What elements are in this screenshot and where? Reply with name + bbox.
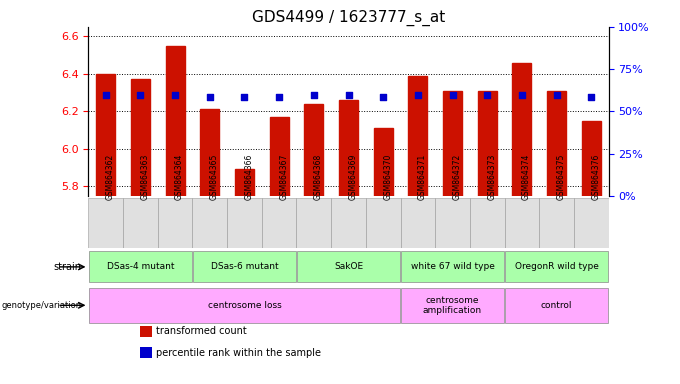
Bar bbox=[262, 198, 296, 248]
Bar bbox=[297, 252, 400, 283]
Bar bbox=[373, 128, 393, 196]
Bar bbox=[547, 91, 566, 196]
Bar bbox=[512, 63, 532, 196]
Text: percentile rank within the sample: percentile rank within the sample bbox=[156, 348, 321, 358]
Text: GSM864372: GSM864372 bbox=[453, 154, 462, 200]
Bar bbox=[401, 252, 504, 283]
Title: GDS4499 / 1623777_s_at: GDS4499 / 1623777_s_at bbox=[252, 9, 445, 25]
Point bbox=[585, 94, 597, 100]
Bar bbox=[477, 91, 497, 196]
Text: genotype/variation: genotype/variation bbox=[1, 301, 82, 310]
Point bbox=[481, 92, 492, 98]
Text: GSM864366: GSM864366 bbox=[245, 154, 254, 200]
Bar bbox=[158, 198, 192, 248]
Text: strain: strain bbox=[54, 262, 82, 272]
Point bbox=[135, 92, 146, 98]
Text: GSM864374: GSM864374 bbox=[522, 154, 531, 200]
Bar bbox=[235, 169, 254, 196]
Bar bbox=[339, 100, 358, 196]
Text: DSas-6 mutant: DSas-6 mutant bbox=[211, 262, 278, 271]
Bar bbox=[574, 198, 609, 248]
Text: OregonR wild type: OregonR wild type bbox=[515, 262, 598, 271]
Point bbox=[239, 94, 250, 100]
Bar bbox=[131, 79, 150, 196]
Point bbox=[343, 92, 354, 98]
Bar bbox=[401, 198, 435, 248]
Text: GSM864364: GSM864364 bbox=[175, 154, 184, 200]
Text: GSM864368: GSM864368 bbox=[313, 154, 323, 200]
Bar bbox=[88, 198, 123, 248]
Bar bbox=[505, 288, 608, 323]
Bar bbox=[89, 288, 400, 323]
Point bbox=[204, 94, 215, 100]
Bar bbox=[200, 109, 220, 196]
Bar bbox=[269, 117, 289, 196]
Text: GSM864363: GSM864363 bbox=[141, 154, 150, 200]
Text: control: control bbox=[541, 301, 573, 310]
Point bbox=[308, 92, 320, 98]
Bar bbox=[192, 198, 227, 248]
Text: GSM864376: GSM864376 bbox=[591, 154, 600, 200]
Point bbox=[101, 92, 112, 98]
Text: GSM864367: GSM864367 bbox=[279, 154, 288, 200]
Point bbox=[517, 92, 528, 98]
Point bbox=[170, 92, 181, 98]
Bar bbox=[443, 91, 462, 196]
Text: GSM864370: GSM864370 bbox=[384, 154, 392, 200]
Text: GSM864362: GSM864362 bbox=[106, 154, 115, 200]
Text: transformed count: transformed count bbox=[156, 326, 247, 336]
Bar bbox=[141, 347, 152, 358]
Text: centrosome loss: centrosome loss bbox=[207, 301, 282, 310]
Bar bbox=[227, 198, 262, 248]
Text: SakOE: SakOE bbox=[334, 262, 363, 271]
Bar bbox=[193, 252, 296, 283]
Point bbox=[447, 92, 458, 98]
Text: GSM864371: GSM864371 bbox=[418, 154, 427, 200]
Point bbox=[412, 92, 423, 98]
Point bbox=[378, 94, 389, 100]
Text: GSM864375: GSM864375 bbox=[556, 154, 566, 200]
Bar bbox=[296, 198, 331, 248]
Text: white 67 wild type: white 67 wild type bbox=[411, 262, 494, 271]
Bar bbox=[470, 198, 505, 248]
Bar bbox=[505, 252, 608, 283]
Bar bbox=[539, 198, 574, 248]
Bar bbox=[96, 74, 116, 196]
Bar bbox=[366, 198, 401, 248]
Bar bbox=[435, 198, 470, 248]
Text: GSM864369: GSM864369 bbox=[348, 154, 358, 200]
Bar bbox=[581, 121, 601, 196]
Bar bbox=[331, 198, 366, 248]
Bar bbox=[408, 76, 428, 196]
Point bbox=[273, 94, 284, 100]
Bar bbox=[505, 198, 539, 248]
Bar bbox=[89, 252, 192, 283]
Bar bbox=[141, 326, 152, 337]
Bar bbox=[304, 104, 324, 196]
Text: GSM864365: GSM864365 bbox=[209, 154, 219, 200]
Bar bbox=[165, 46, 185, 196]
Bar bbox=[401, 288, 504, 323]
Text: DSas-4 mutant: DSas-4 mutant bbox=[107, 262, 174, 271]
Text: GSM864373: GSM864373 bbox=[487, 154, 496, 200]
Text: centrosome
amplification: centrosome amplification bbox=[423, 296, 482, 315]
Point bbox=[551, 92, 562, 98]
Bar bbox=[123, 198, 158, 248]
